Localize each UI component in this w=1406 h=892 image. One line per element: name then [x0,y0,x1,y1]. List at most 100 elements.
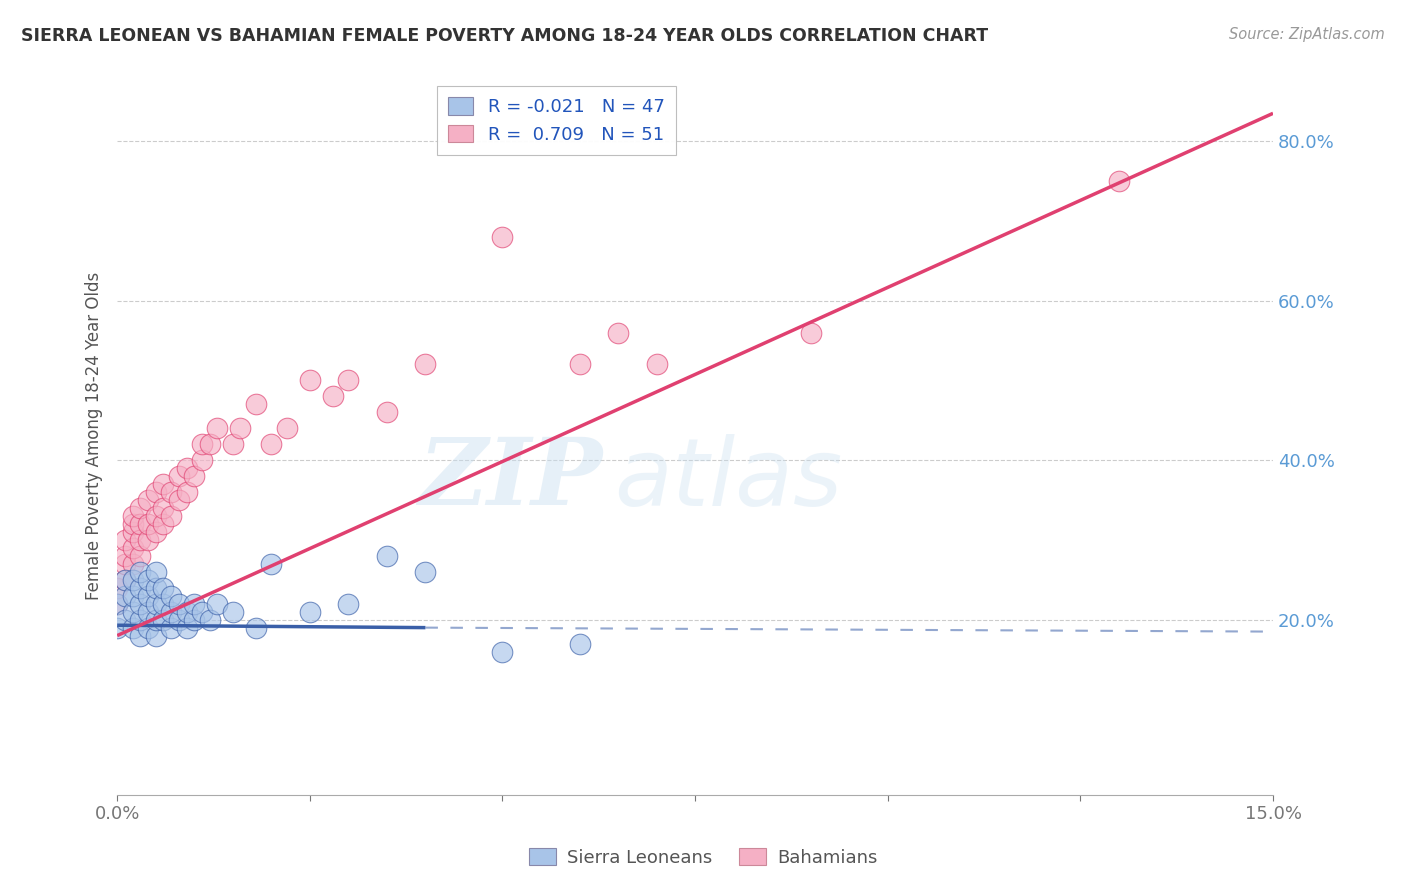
Point [800,326,823,340]
Point [229,421,252,435]
Point [160,508,183,523]
Point [607,326,630,340]
Point [167,597,190,611]
Point [183,597,205,611]
Point [375,405,398,419]
Y-axis label: Female Poverty Among 18-24 Year Olds: Female Poverty Among 18-24 Year Olds [86,272,103,600]
Point [245,397,267,411]
Point [183,613,205,627]
Point [129,501,152,516]
Point [145,565,167,579]
Point [114,589,136,603]
Text: ZIP: ZIP [419,434,603,524]
Point [260,557,283,571]
Point [222,605,245,619]
Point [121,573,143,587]
Point [105,597,128,611]
Point [136,621,159,635]
Point [136,533,159,547]
Point [121,557,143,571]
Point [167,613,190,627]
Point [145,581,167,595]
Point [176,461,198,475]
Point [136,493,159,508]
Point [645,358,668,372]
Point [1108,174,1130,188]
Point [176,605,198,619]
Point [160,485,183,500]
Point [337,373,360,387]
Point [129,613,152,627]
Point [152,477,174,491]
Point [207,597,229,611]
Point [114,549,136,563]
Point [298,373,321,387]
Point [114,533,136,547]
Point [415,358,437,372]
Point [145,597,167,611]
Point [152,516,174,531]
Point [129,597,152,611]
Point [152,501,174,516]
Point [260,437,283,451]
Point [136,605,159,619]
Point [105,581,128,595]
Point [415,565,437,579]
Point [129,565,152,579]
Legend: R = -0.021   N = 47, R =  0.709   N = 51: R = -0.021 N = 47, R = 0.709 N = 51 [437,87,675,155]
Point [145,508,167,523]
Point [167,493,190,508]
Point [129,629,152,643]
Point [105,597,128,611]
Point [198,437,221,451]
Point [337,597,360,611]
Point [129,516,152,531]
Point [129,581,152,595]
Text: atlas: atlas [614,434,842,524]
Text: SIERRA LEONEAN VS BAHAMIAN FEMALE POVERTY AMONG 18-24 YEAR OLDS CORRELATION CHAR: SIERRA LEONEAN VS BAHAMIAN FEMALE POVERT… [21,27,988,45]
Point [276,421,298,435]
Point [191,605,214,619]
Point [121,621,143,635]
Point [152,581,174,595]
Point [136,516,159,531]
Point [114,557,136,571]
Text: Source: ZipAtlas.com: Source: ZipAtlas.com [1229,27,1385,42]
Point [121,605,143,619]
Legend: Sierra Leoneans, Bahamians: Sierra Leoneans, Bahamians [522,841,884,874]
Point [145,629,167,643]
Point [145,485,167,500]
Point [568,358,591,372]
Point [160,605,183,619]
Point [145,524,167,539]
Point [160,621,183,635]
Point [121,508,143,523]
Point [121,589,143,603]
Point [121,516,143,531]
Point [160,589,183,603]
Point [198,613,221,627]
Point [121,541,143,555]
Point [375,549,398,563]
Point [152,613,174,627]
Point [568,636,591,650]
Point [167,469,190,483]
Point [491,230,513,244]
Point [145,613,167,627]
Point [298,605,321,619]
Point [114,613,136,627]
Point [121,524,143,539]
Point [491,644,513,658]
Point [191,453,214,467]
Point [176,621,198,635]
Point [129,549,152,563]
Point [176,485,198,500]
Point [114,573,136,587]
Point [136,589,159,603]
Point [152,597,174,611]
Point [191,437,214,451]
Point [245,621,267,635]
Point [183,469,205,483]
Point [114,573,136,587]
Point [322,389,344,403]
